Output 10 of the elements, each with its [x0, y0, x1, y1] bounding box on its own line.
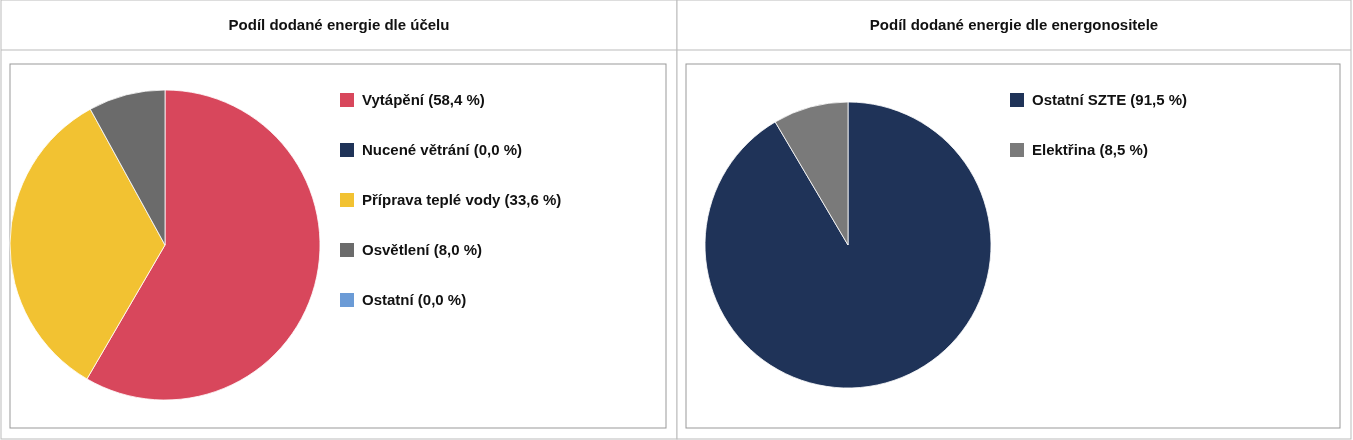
- pie-slice: [704, 101, 992, 389]
- legend-label: Nucené větrání (0,0 %): [362, 141, 523, 158]
- legend-label: Vytápění (58,4 %): [362, 91, 485, 108]
- chart-title: Podíl dodané energie dle energonositele: [869, 16, 1159, 33]
- legend-label: Ostatní SZTE (91,5 %): [1032, 91, 1188, 108]
- legend-label: Příprava teplé vody (33,6 %): [362, 191, 562, 208]
- legend-label: Elektřina (8,5 %): [1032, 141, 1148, 158]
- legend-label: Ostatní (0,0 %): [362, 291, 467, 308]
- legend-label: Osvětlení (8,0 %): [362, 241, 483, 258]
- chart-title: Podíl dodané energie dle účelu: [228, 16, 450, 33]
